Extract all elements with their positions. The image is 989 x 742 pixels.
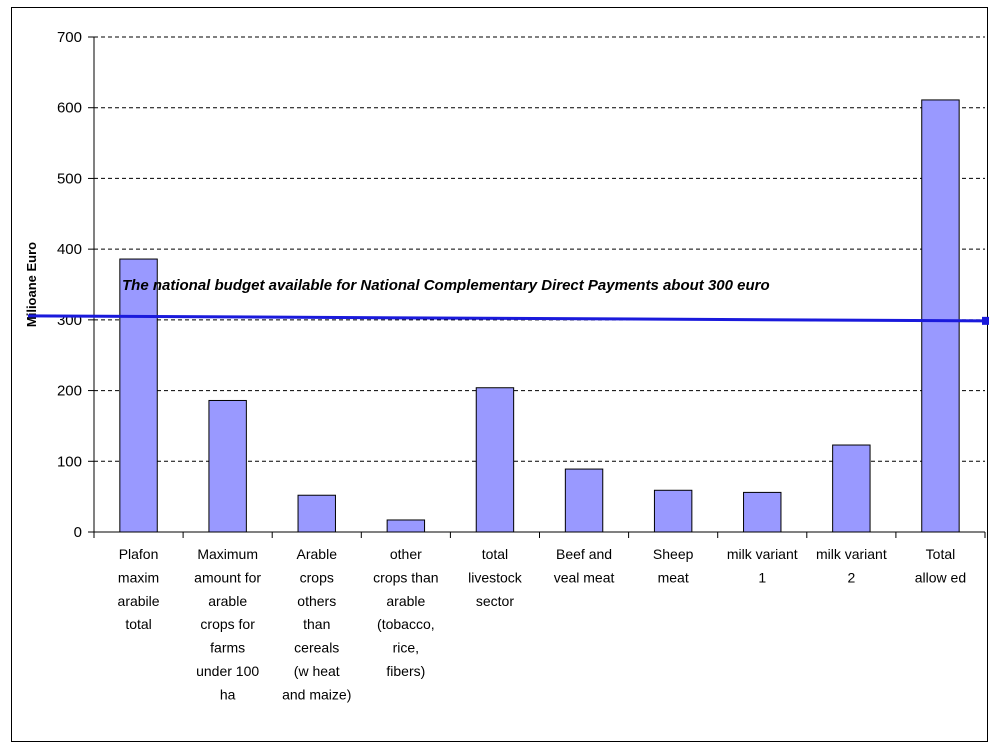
- bar: [743, 491, 782, 533]
- bar: [297, 494, 336, 533]
- y-tick-label: 100: [57, 453, 82, 470]
- x-category-label: milk variant 2: [816, 546, 887, 585]
- x-category-label: Beef and veal meat: [554, 546, 615, 585]
- y-axis-label: Milioane Euro: [24, 242, 39, 327]
- x-category-label: milk variant 1: [727, 546, 798, 585]
- x-category-labels: Plafon maxim arabile total Maximum amount for…: [118, 546, 967, 702]
- y-tick-labels: 0 100 200 300 400 500 600 700: [57, 29, 82, 541]
- chart-frame: [11, 7, 988, 742]
- gridlines: [94, 36, 985, 462]
- reference-line-marker: [982, 316, 989, 325]
- y-tick-label: 200: [57, 383, 82, 400]
- bar: [564, 468, 604, 533]
- reference-line: [27, 314, 985, 323]
- bar: [653, 489, 693, 533]
- x-category-label: Total allow ed: [915, 546, 966, 585]
- x-category-label: other crops than arable (tobacco, rice, fiber…: [373, 546, 438, 679]
- x-category-label: total livestock sector: [468, 546, 523, 609]
- bar: [475, 387, 515, 533]
- bars: [119, 99, 960, 533]
- reference-line-annotation: The national budget available for Nation…: [122, 277, 770, 294]
- y-tick-label: 500: [57, 170, 82, 187]
- y-tick-label: 0: [74, 524, 82, 541]
- bar: [386, 519, 426, 533]
- axes: [88, 36, 986, 538]
- y-tick-label: 700: [57, 29, 82, 46]
- x-category-label: Sheep meat: [653, 546, 694, 585]
- y-tick-label: 600: [57, 100, 82, 117]
- bar: [832, 444, 871, 533]
- y-tick-label: 400: [57, 241, 82, 258]
- x-category-label: Maximum amount for arable crops for farms und…: [194, 546, 261, 702]
- bar: [119, 258, 158, 533]
- bar: [921, 99, 960, 533]
- reference-line-group: [27, 314, 989, 325]
- x-category-label: Arable crops others than cereals (w heat and m…: [282, 546, 351, 702]
- y-tick-label: 300: [57, 312, 82, 329]
- bar: [208, 399, 247, 533]
- x-category-label: Plafon maxim arabile total: [118, 546, 160, 632]
